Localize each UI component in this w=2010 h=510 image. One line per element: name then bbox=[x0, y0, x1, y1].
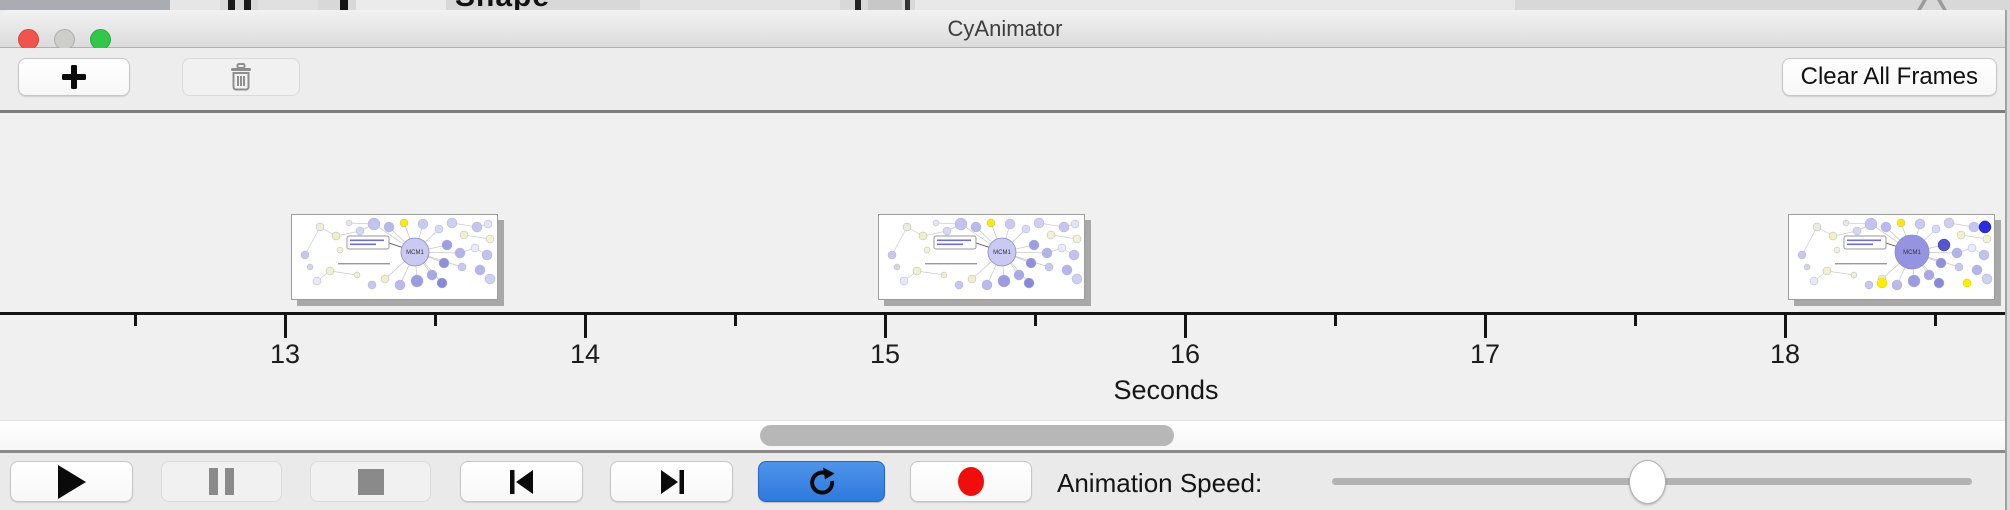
ruler-major-tick bbox=[584, 315, 587, 338]
ruler-tick-label: 16 bbox=[1169, 339, 1201, 369]
background-fragment bbox=[244, 0, 251, 10]
network-thumbnail-image: MCM1 bbox=[1797, 217, 1993, 291]
background-fragment bbox=[340, 0, 348, 10]
background-right-strip bbox=[2007, 10, 2010, 510]
background-window-strip: Shape bbox=[0, 0, 2010, 10]
ruler-major-tick bbox=[1484, 315, 1487, 338]
svg-text:MCM1: MCM1 bbox=[406, 250, 424, 256]
toolbar-separator bbox=[0, 110, 2005, 113]
loop-button[interactable] bbox=[758, 461, 885, 502]
background-fragment bbox=[868, 0, 902, 10]
skip-to-start-icon bbox=[509, 469, 533, 494]
svg-text:MCM1: MCM1 bbox=[993, 250, 1011, 256]
stop-icon bbox=[357, 468, 384, 495]
title-bar: CyAnimator bbox=[0, 10, 2010, 50]
playback-controls-bar: Animation Speed: bbox=[0, 453, 2010, 510]
keyframe-thumbnail[interactable]: MCM1 bbox=[878, 214, 1085, 300]
clear-all-frames-button[interactable]: Clear All Frames bbox=[1781, 58, 1997, 96]
background-fragment bbox=[640, 0, 840, 10]
skip-to-start-button[interactable] bbox=[460, 461, 583, 502]
ruler-major-tick bbox=[284, 315, 287, 338]
trash-icon bbox=[231, 63, 251, 91]
delete-frame-button[interactable] bbox=[182, 58, 300, 96]
background-fragment bbox=[356, 0, 446, 10]
ruler-minor-tick bbox=[1934, 315, 1937, 326]
ruler-minor-tick bbox=[434, 315, 437, 326]
ruler-tick-label: 14 bbox=[569, 339, 601, 369]
background-fragment bbox=[0, 0, 170, 10]
ruler-unit-label: Seconds bbox=[1113, 375, 1219, 405]
stop-button[interactable] bbox=[310, 461, 431, 502]
keyframe-thumbnail[interactable]: MCM1 bbox=[1788, 214, 1995, 300]
pause-button[interactable] bbox=[161, 461, 282, 502]
ruler-minor-tick bbox=[734, 315, 737, 326]
ruler-major-tick bbox=[1184, 315, 1187, 338]
background-fragment bbox=[170, 0, 220, 10]
skip-to-end-button[interactable] bbox=[610, 461, 733, 502]
plus-icon bbox=[62, 65, 86, 89]
controls-separator bbox=[0, 450, 2010, 453]
record-icon bbox=[958, 467, 984, 496]
skip-to-end-icon bbox=[660, 469, 684, 494]
ruler-major-tick bbox=[1784, 315, 1787, 338]
ruler-minor-tick bbox=[1634, 315, 1637, 326]
frame-toolbar: Clear All Frames bbox=[0, 48, 2010, 110]
ruler-tick-label: 13 bbox=[269, 339, 301, 369]
pause-icon bbox=[209, 468, 234, 495]
ruler-major-tick bbox=[884, 315, 887, 338]
timeline-panel[interactable]: MCM1 MCM1 MCM1 13 14 15 16 17 18 2 Seconds bbox=[0, 113, 2005, 420]
ruler-minor-tick bbox=[134, 315, 137, 326]
timeline-ruler bbox=[0, 312, 2005, 315]
ruler-tick-label: 17 bbox=[1469, 339, 1501, 369]
ruler-partial-label: 2 bbox=[0, 339, 14, 370]
background-fragment bbox=[1917, 0, 1927, 10]
svg-text:MCM1: MCM1 bbox=[1903, 250, 1921, 256]
network-thumbnail-image: MCM1 bbox=[300, 217, 496, 291]
background-fragment bbox=[915, 0, 1515, 10]
ruler-tick-label: 18 bbox=[1769, 339, 1801, 369]
keyframe-thumbnail[interactable]: MCM1 bbox=[291, 214, 498, 300]
window-title: CyAnimator bbox=[947, 16, 1063, 41]
timeline-scrollbar-thumb[interactable] bbox=[760, 425, 1174, 446]
record-button[interactable] bbox=[910, 461, 1032, 502]
window-right-border bbox=[2005, 10, 2007, 510]
add-frame-button[interactable] bbox=[18, 58, 130, 96]
ruler-tick-label: 15 bbox=[869, 339, 901, 369]
animation-speed-slider-thumb[interactable] bbox=[1628, 460, 1666, 504]
background-fragment bbox=[1937, 0, 1947, 10]
background-fragment bbox=[855, 0, 861, 10]
ruler-minor-tick bbox=[1034, 315, 1037, 326]
background-shape-label: Shape bbox=[455, 0, 615, 10]
network-thumbnail-image: MCM1 bbox=[887, 217, 1083, 291]
background-fragment bbox=[905, 0, 910, 10]
animation-speed-label: Animation Speed: bbox=[1057, 468, 1263, 498]
timeline-scrollbar-track[interactable] bbox=[0, 420, 2005, 451]
play-icon bbox=[57, 464, 86, 499]
play-button[interactable] bbox=[10, 461, 133, 502]
loop-icon bbox=[809, 467, 834, 495]
ruler-minor-tick bbox=[1334, 315, 1337, 326]
background-fragment bbox=[228, 0, 235, 10]
background-fragment bbox=[258, 0, 318, 10]
